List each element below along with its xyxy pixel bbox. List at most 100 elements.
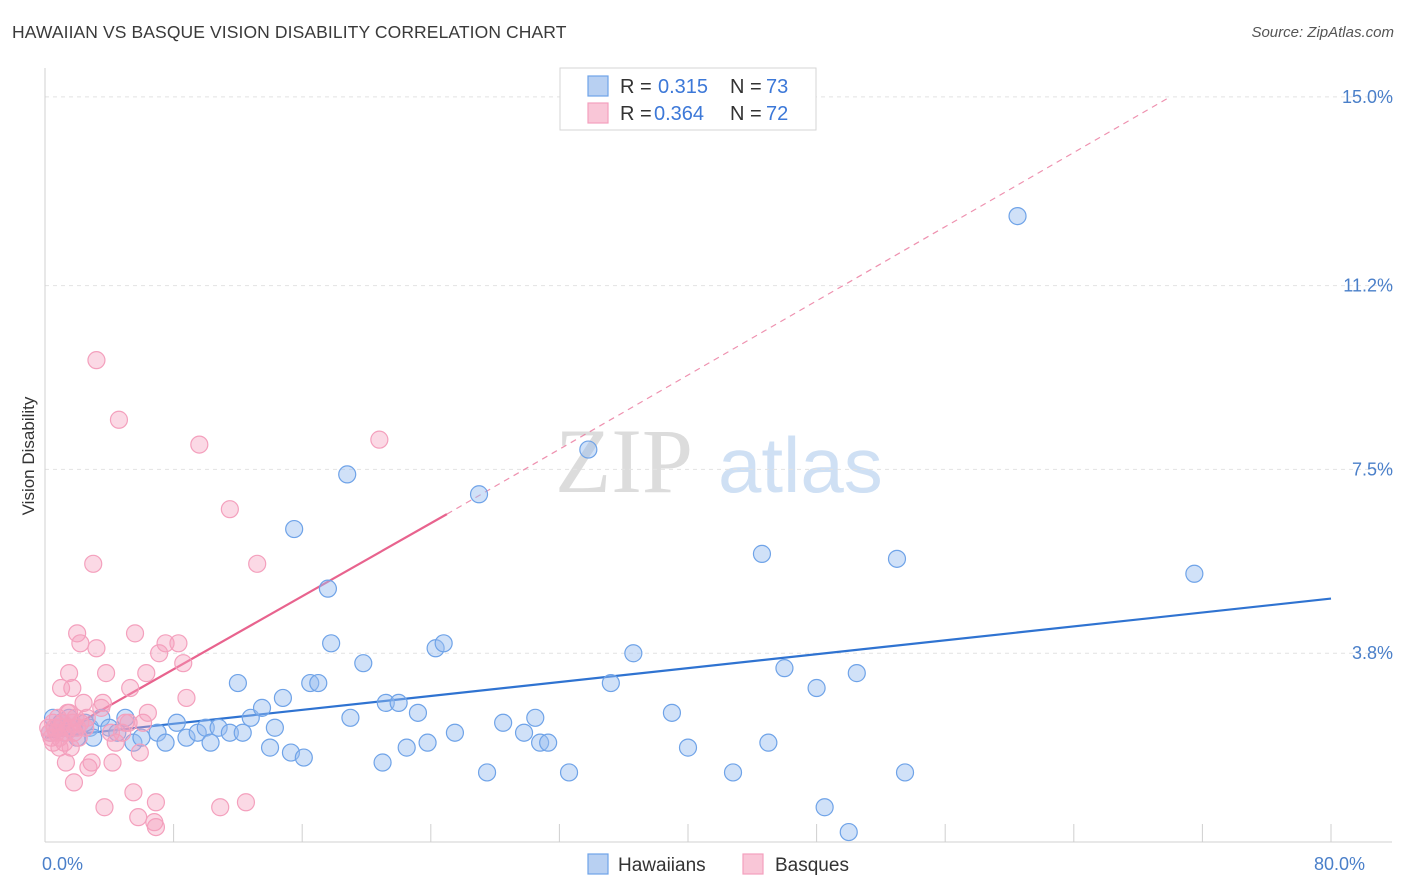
point-hawaiians (662, 703, 682, 722)
point-hawaiians (601, 673, 620, 693)
point-hawaiians (815, 798, 834, 817)
point-basques (64, 723, 84, 742)
point-hawaiians (322, 634, 341, 653)
point-hawaiians (408, 703, 428, 722)
point-basques (248, 554, 267, 573)
point-basques (79, 758, 98, 777)
point-hawaiians (228, 673, 247, 693)
point-hawaiians (220, 723, 239, 742)
legend-r-value-basques: 0.364 (654, 103, 704, 125)
point-hawaiians (209, 718, 228, 737)
legend-n-value-hawaiians: 73 (766, 76, 788, 98)
y-tick-label: 11.2% (1343, 276, 1393, 296)
point-hawaiians (156, 733, 175, 752)
trend-line-basques (52, 513, 448, 739)
data-points (39, 206, 1204, 842)
point-hawaiians (285, 519, 304, 539)
point-basques (125, 624, 145, 643)
stats-legend: R = 0.315 N = 73 R = 0.364 N = 72 (559, 67, 817, 131)
point-basques (130, 743, 149, 762)
legend-r-label-hawaiians: R = (620, 76, 652, 98)
legend-n-label-basques: N = (730, 103, 762, 125)
point-basques (82, 753, 101, 772)
point-basques (174, 654, 193, 673)
x-tick-label: 0.0% (42, 854, 83, 874)
point-basques (69, 728, 88, 747)
point-basques (60, 703, 79, 722)
point-hawaiians (847, 664, 866, 683)
watermark-zip: ZIP (555, 410, 693, 512)
legend-r-value-hawaiians: 0.315 (658, 76, 708, 98)
point-hawaiians (1185, 564, 1204, 583)
point-hawaiians (177, 728, 196, 747)
point-basques (133, 713, 153, 732)
point-hawaiians (260, 738, 280, 757)
point-basques (190, 435, 209, 454)
point-basques (146, 817, 166, 837)
point-hawaiians (309, 673, 328, 693)
point-basques (87, 351, 106, 370)
legend-r-label-basques: R = (620, 103, 652, 125)
legend-swatch-basques (587, 102, 609, 124)
trend-extension-basques (446, 96, 1171, 515)
point-hawaiians (624, 644, 643, 663)
point-hawaiians (373, 753, 392, 772)
point-hawaiians (839, 822, 858, 842)
point-basques (109, 410, 129, 429)
y-axis-label: Vision Disability (19, 396, 38, 515)
point-hawaiians (1008, 206, 1027, 226)
x-tick-label: 80.0% (1314, 854, 1365, 874)
point-basques (77, 708, 96, 727)
point-basques (370, 430, 389, 449)
point-basques (106, 733, 125, 752)
point-hawaiians (775, 659, 794, 678)
source-label: Source: ZipAtlas.com (1251, 24, 1394, 41)
point-hawaiians (752, 544, 772, 563)
point-basques (71, 634, 90, 653)
point-basques (103, 753, 122, 772)
point-basques (156, 634, 175, 653)
point-basques (121, 678, 140, 698)
point-hawaiians (579, 440, 598, 459)
legend-n-label-hawaiians: N = (730, 76, 762, 98)
axes (44, 68, 1392, 843)
point-basques (169, 634, 188, 653)
point-basques (119, 713, 138, 732)
point-hawaiians (376, 693, 395, 713)
point-hawaiians (526, 708, 545, 727)
point-basques (95, 798, 114, 817)
point-hawaiians (807, 678, 826, 698)
trend-line-hawaiians (44, 597, 1332, 739)
point-hawaiians (273, 688, 293, 708)
point-hawaiians (723, 763, 743, 782)
point-hawaiians (354, 654, 373, 673)
point-hawaiians (678, 738, 698, 757)
point-hawaiians (338, 465, 357, 484)
trend-lines (44, 96, 1332, 739)
watermark: ZIP atlas (555, 410, 883, 512)
point-basques (236, 793, 256, 812)
bottom-legend-label-basques: Basques (775, 855, 849, 876)
y-tick-label: 3.8% (1352, 643, 1393, 663)
point-hawaiians (887, 549, 907, 568)
point-hawaiians (252, 698, 272, 717)
chart-title: HAWAIIAN VS BASQUE VISION DISABILITY COR… (12, 22, 567, 42)
point-hawaiians (294, 748, 313, 767)
bottom-legend-label-hawaiians: Hawaiians (618, 855, 706, 876)
point-hawaiians (494, 713, 513, 732)
point-hawaiians (514, 723, 534, 742)
point-basques (64, 773, 84, 792)
point-basques (220, 500, 239, 519)
legend-n-value-basques: 72 (766, 103, 788, 125)
point-basques (43, 733, 63, 752)
point-basques (146, 793, 166, 812)
point-hawaiians (265, 718, 284, 737)
legend-swatch-hawaiians (587, 75, 609, 97)
point-hawaiians (418, 733, 437, 752)
bottom-legend-swatch-hawaiians (587, 853, 609, 875)
y-tick-label: 15.0% (1342, 87, 1393, 107)
watermark-atlas: atlas (718, 421, 883, 509)
y-tick-label: 7.5% (1352, 459, 1393, 479)
point-basques (129, 808, 148, 827)
